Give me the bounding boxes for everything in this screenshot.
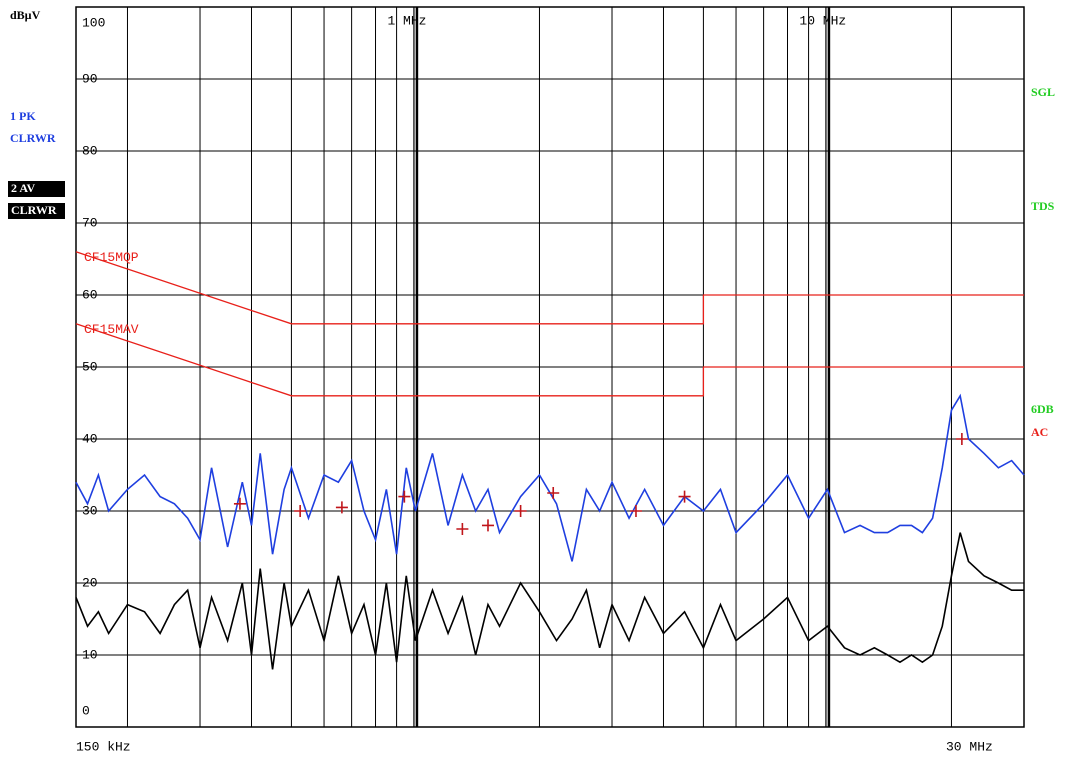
y-axis-label: dBµV: [10, 8, 41, 22]
marker: [233, 497, 246, 510]
marker: [547, 487, 560, 499]
marker: [514, 505, 527, 517]
x-tick-label: 30 MHz: [946, 739, 993, 754]
y-tick-label: 80: [82, 143, 98, 158]
marker: [678, 490, 691, 503]
y-tick-label: 50: [82, 359, 98, 374]
marker: [955, 433, 968, 445]
limit-line: [75, 251, 1024, 325]
x-tick-label: 150 kHz: [76, 739, 131, 754]
trace-label: 2 AV: [11, 181, 35, 195]
y-tick-label: 10: [82, 647, 98, 662]
trace: [75, 532, 1024, 670]
status-label: SGL: [1031, 85, 1055, 99]
coupling-label: AC: [1031, 425, 1048, 439]
trace-label-bg: [8, 203, 65, 219]
trace: [75, 393, 1025, 562]
trace-label-bg: [8, 181, 65, 197]
marker: [629, 505, 642, 517]
limit-line: [75, 323, 1024, 397]
limit-label: CF15MAV: [84, 322, 139, 337]
marker: [335, 501, 348, 514]
y-tick-label: 20: [82, 575, 98, 590]
status-label: 6DB: [1031, 402, 1054, 416]
marker: [456, 523, 469, 535]
y-tick-label: 30: [82, 503, 98, 518]
y-tick-label: 90: [82, 71, 98, 86]
marker: [481, 519, 494, 532]
x-tick-label: 10 MHz: [799, 13, 846, 28]
y-tick-label: 100: [82, 15, 105, 30]
marker: [294, 505, 307, 517]
marker: [398, 490, 411, 503]
trace-mode: CLRWR: [10, 131, 56, 145]
trace-mode: CLRWR: [11, 203, 57, 217]
trace-label: 1 PK: [10, 109, 36, 123]
x-tick-label: 1 MHz: [387, 13, 426, 28]
status-label: TDS: [1031, 199, 1055, 213]
y-tick-label: 40: [82, 431, 98, 446]
y-tick-label: 60: [82, 287, 98, 302]
limit-label: CF15MQP: [84, 250, 139, 265]
y-tick-label: 70: [82, 215, 98, 230]
y-tick-label: 0: [82, 703, 90, 718]
